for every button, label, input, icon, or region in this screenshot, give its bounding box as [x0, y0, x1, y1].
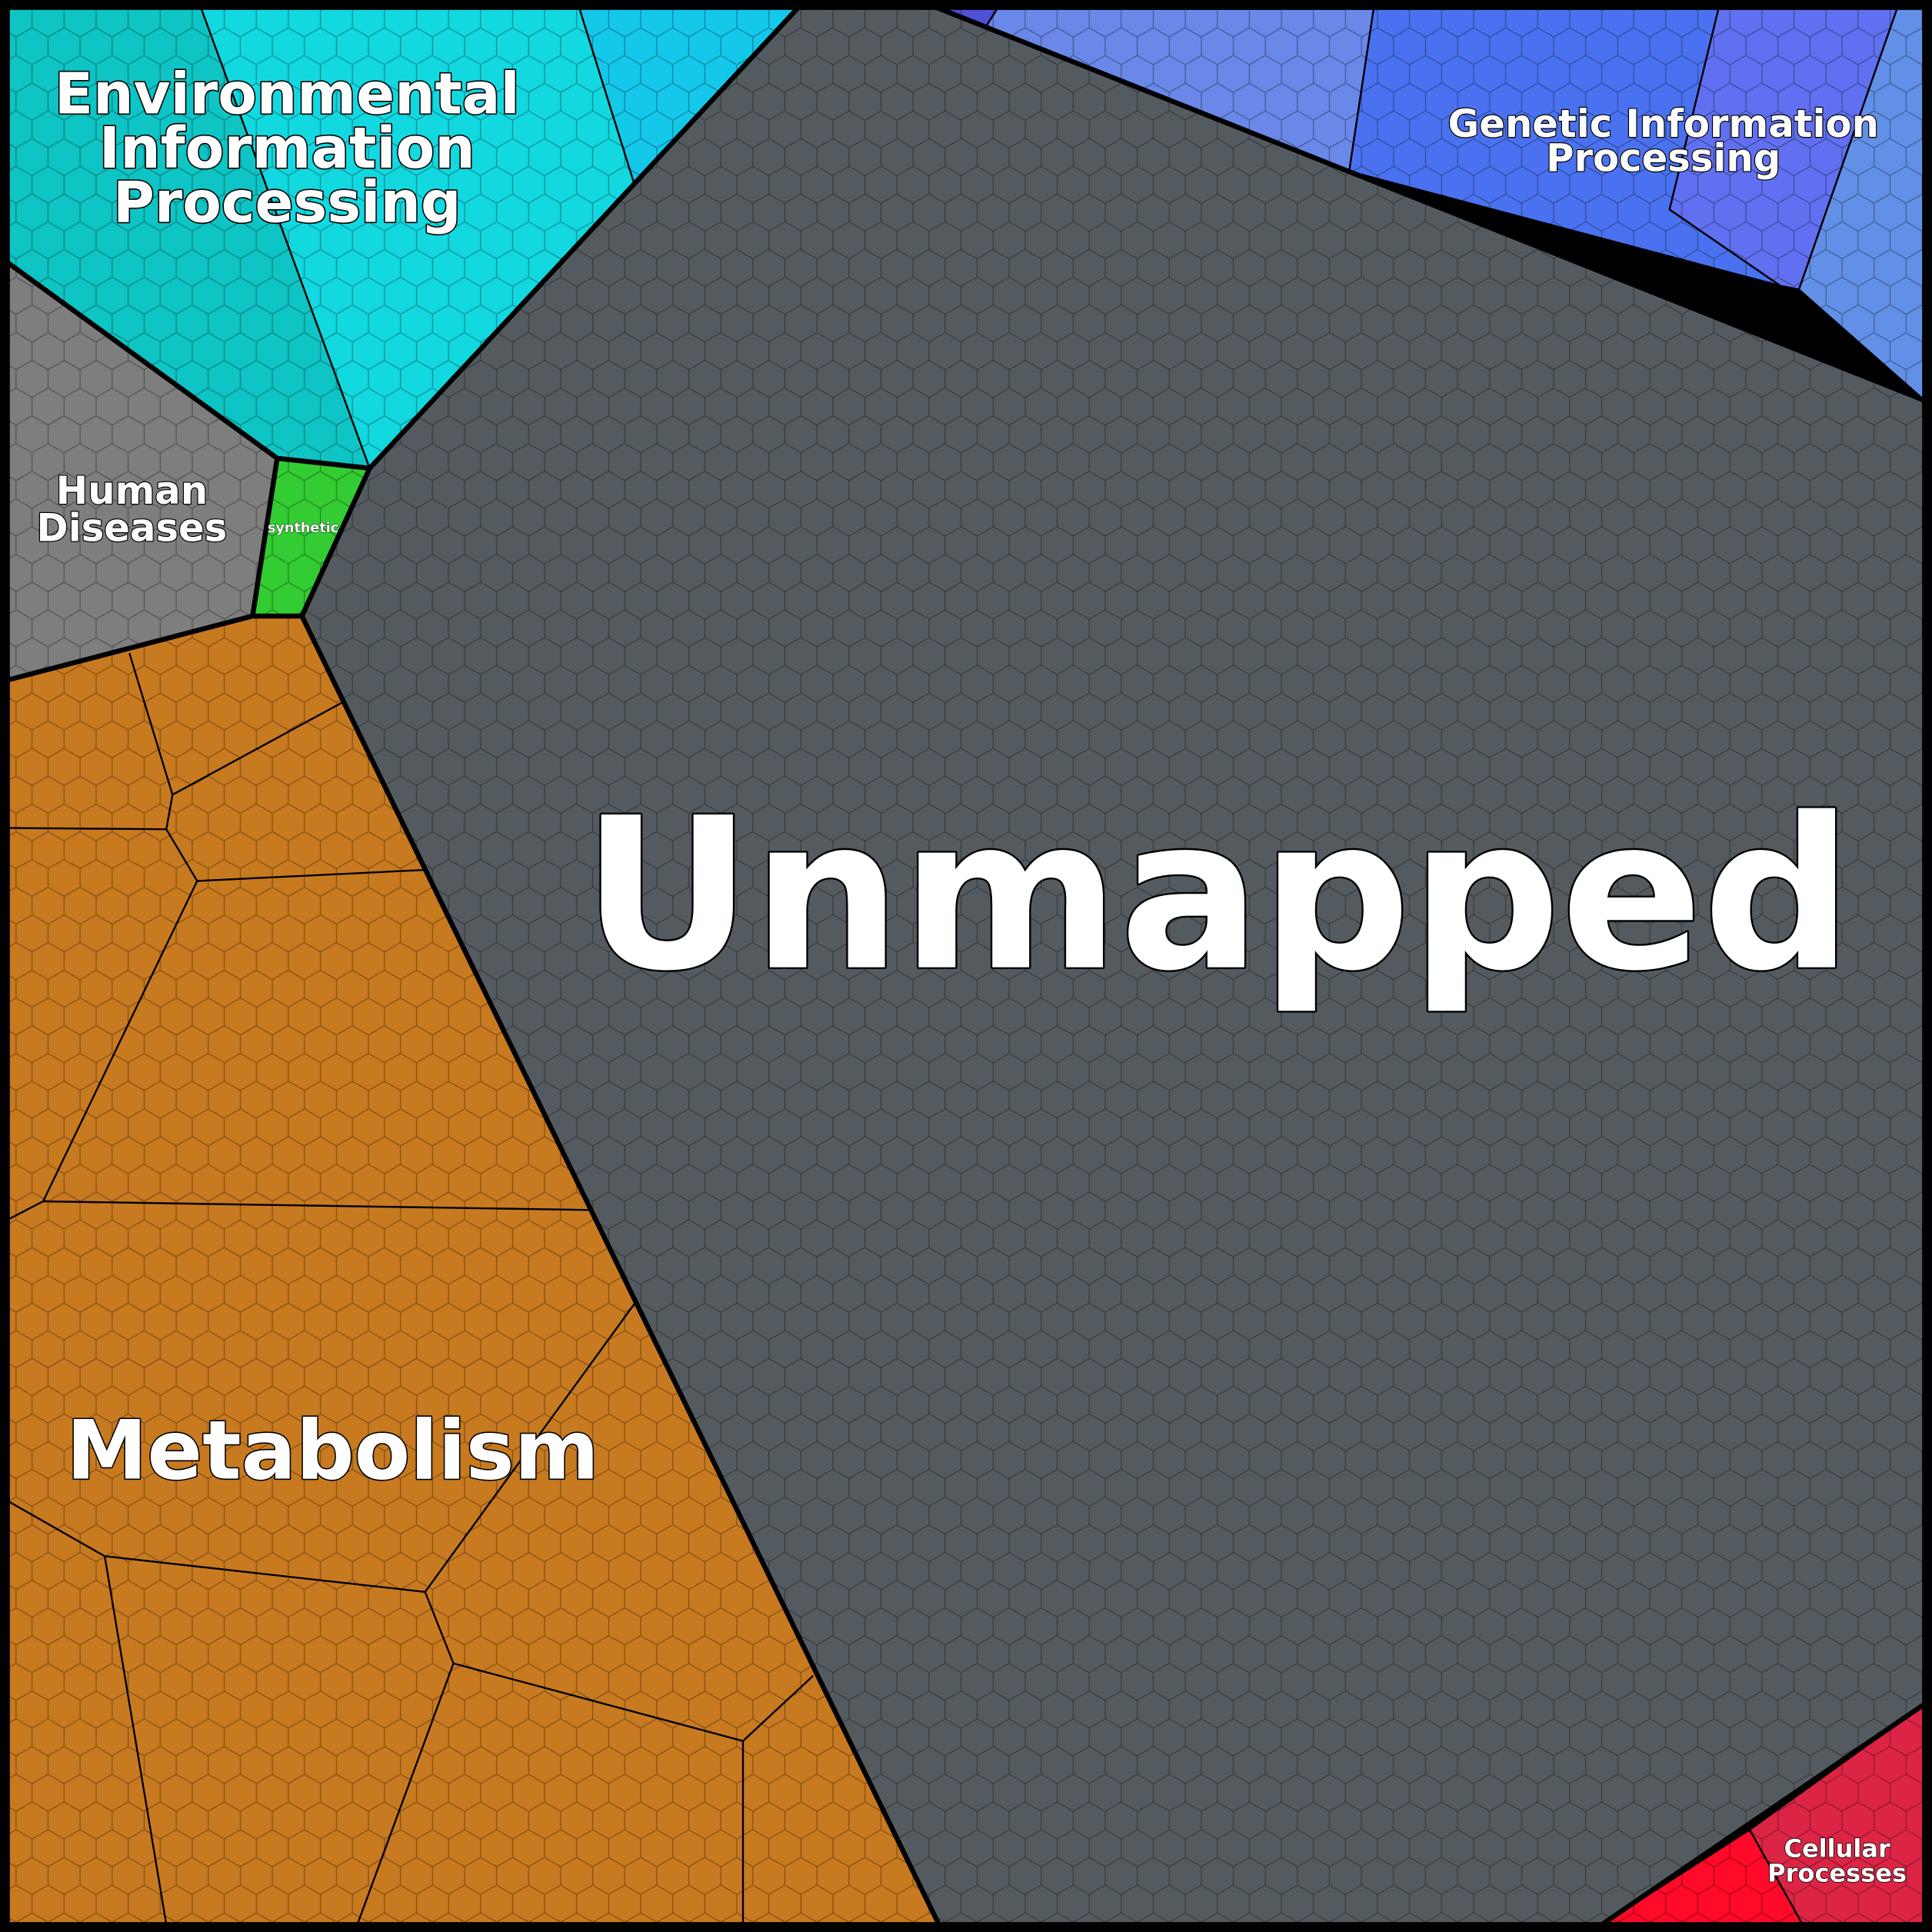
label-human-diseases-line2: Diseases — [37, 505, 228, 550]
label-genetic-line1: Genetic Information — [1448, 102, 1879, 146]
label-environmental-line1: Environmental — [55, 62, 520, 127]
label-environmental-line2: Information — [99, 116, 475, 182]
label-human-diseases-line1: Human — [56, 468, 208, 513]
label-genetic-line2: Processing — [1546, 136, 1780, 181]
label-metabolism: Metabolism — [66, 1403, 599, 1497]
label-environmental-line3: Processing — [113, 170, 461, 235]
label-unmapped: Unmapped — [582, 774, 1853, 1018]
label-cellular-line1: Cellular — [1784, 1834, 1890, 1863]
label-cellular-line2: Processes — [1767, 1858, 1907, 1887]
label-synthetic: synthetic — [268, 521, 338, 536]
